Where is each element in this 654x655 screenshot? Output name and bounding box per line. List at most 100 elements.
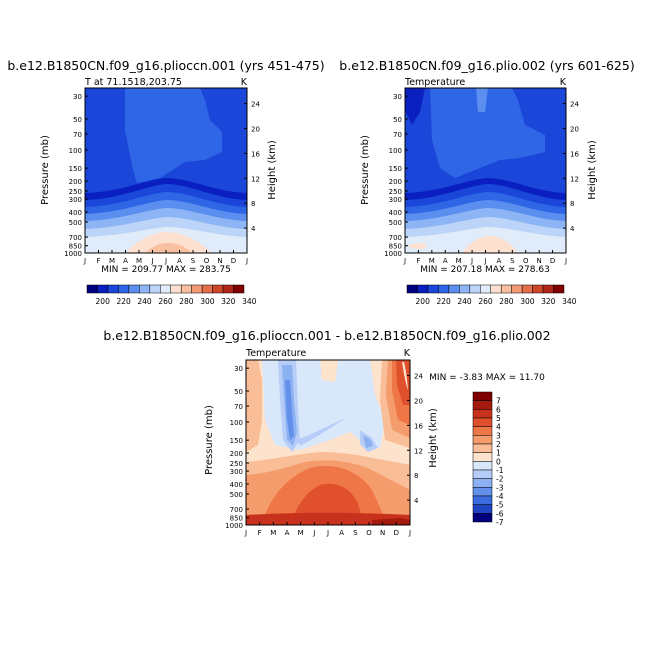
pressure-tick-label: 30: [393, 93, 402, 101]
colorbar-label: -2: [496, 475, 504, 484]
pressure-tick-label: 700: [389, 234, 402, 242]
panel1-ylabel-right: Height (km): [267, 140, 278, 200]
pressure-tick-label: 100: [389, 147, 402, 155]
colorbar-label: 7: [496, 397, 501, 406]
colorbar-label: 5: [496, 414, 501, 423]
month-tick-label: J: [244, 529, 247, 537]
pressure-tick-label: 200: [69, 178, 82, 186]
colorbar-swatch: [118, 284, 130, 294]
month-tick-label: A: [177, 257, 182, 265]
colorbar-label: 220: [436, 297, 451, 306]
colorbar-swatch: [553, 284, 565, 294]
pressure-tick-label: 250: [69, 188, 82, 196]
colorbar-label: 4: [496, 423, 501, 432]
panel3-field: [246, 360, 410, 525]
colorbar-label: 300: [200, 297, 215, 306]
height-tick-label: 8: [414, 472, 418, 480]
colorbar-swatch: [149, 284, 161, 294]
colorbar-swatch: [500, 284, 512, 294]
pressure-tick-label: 50: [393, 116, 402, 124]
panel2-units: K: [560, 77, 567, 88]
pressure-tick-label: 300: [230, 468, 243, 476]
colorbar-label: 1: [496, 449, 501, 458]
pressure-tick-label: 250: [389, 188, 402, 196]
pressure-tick-label: 400: [389, 209, 402, 217]
pressure-tick-label: 100: [69, 147, 82, 155]
pressure-tick-label: 500: [69, 219, 82, 227]
height-tick-label: 16: [251, 150, 260, 158]
colorbar-swatch: [438, 284, 450, 294]
panel2-ylabel: Pressure (mb): [360, 135, 371, 205]
colorbar-swatch: [139, 284, 151, 294]
panel3-stats: MIN = -3.83 MAX = 11.70: [429, 373, 545, 383]
pressure-tick-label: 700: [230, 506, 243, 514]
panel3-ylabel: Pressure (mb): [204, 405, 215, 475]
colorbar-swatch: [201, 284, 213, 294]
month-tick-label: A: [443, 257, 448, 265]
height-tick-label: 4: [414, 497, 419, 505]
colorbar-label: 220: [116, 297, 131, 306]
month-tick-label: N: [537, 257, 542, 265]
month-tick-label: M: [298, 529, 304, 537]
colorbar-swatch: [417, 284, 429, 294]
colorbar-swatch: [480, 284, 491, 294]
colorbar-swatch: [448, 284, 460, 294]
pressure-tick-label: 700: [69, 234, 82, 242]
colorbar-label: 340: [242, 297, 257, 306]
height-tick-label: 24: [251, 101, 260, 109]
month-tick-label: O: [204, 257, 210, 265]
pressure-tick-label: 400: [69, 209, 82, 217]
colorbar-label: 320: [221, 297, 236, 306]
month-tick-label: J: [403, 257, 406, 265]
colorbar-swatch: [472, 391, 493, 401]
colorbar-swatch: [459, 284, 471, 294]
panel1-field: [85, 88, 247, 253]
panel2-stats: MIN = 207.18 MAX = 278.63: [420, 265, 550, 275]
height-tick-label: 16: [414, 422, 423, 430]
panel1-title: b.e12.B1850CN.f09_g16.plioccn.001 (yrs 4…: [7, 58, 324, 73]
panel3-title: b.e12.B1850CN.f09_g16.plioccn.001 - b.e1…: [103, 328, 550, 343]
height-tick-label: 20: [251, 125, 260, 133]
pressure-tick-label: 50: [234, 388, 243, 396]
colorbar-swatch: [472, 400, 493, 410]
colorbar-swatch: [521, 284, 533, 294]
colorbar-swatch: [170, 284, 182, 294]
height-tick-label: 4: [570, 225, 575, 233]
panel2-subtitle: Temperature: [404, 77, 465, 88]
colorbar-swatch: [542, 284, 554, 294]
month-tick-label: D: [550, 257, 555, 265]
month-tick-label: J: [483, 257, 486, 265]
colorbar-swatch: [532, 284, 544, 294]
colorbar-swatch: [128, 284, 140, 294]
panel1-ylabel: Pressure (mb): [40, 135, 51, 205]
colorbar-swatch: [406, 284, 418, 294]
colorbar-swatch: [511, 284, 523, 294]
height-tick-label: 4: [251, 225, 256, 233]
colorbar-label: 260: [478, 297, 493, 306]
month-tick-label: N: [217, 257, 222, 265]
colorbar-swatch: [472, 417, 493, 427]
pressure-tick-label: 1000: [225, 522, 243, 530]
height-tick-label: 12: [414, 447, 423, 455]
height-tick-label: 8: [251, 200, 255, 208]
pressure-tick-label: 50: [73, 116, 82, 124]
month-tick-label: S: [510, 257, 515, 265]
pressure-tick-label: 1000: [64, 250, 82, 258]
month-tick-label: J: [564, 257, 567, 265]
panel3-subtitle: Temperature: [245, 348, 306, 359]
month-tick-label: A: [123, 257, 128, 265]
colorbar-label: 240: [457, 297, 472, 306]
colorbar-swatch: [427, 284, 439, 294]
month-tick-label: J: [245, 257, 248, 265]
colorbar-swatch: [191, 284, 203, 294]
height-tick-label: 8: [570, 200, 574, 208]
colorbar-label: 200: [96, 297, 111, 306]
panel-difference: b.e12.B1850CN.f09_g16.plioccn.001 - b.e1…: [103, 328, 550, 537]
height-tick-label: 16: [570, 150, 579, 158]
colorbar-label: -4: [496, 492, 504, 501]
pressure-tick-label: 30: [234, 365, 243, 373]
month-tick-label: M: [270, 529, 276, 537]
colorbar-swatch: [222, 284, 234, 294]
pressure-tick-label: 150: [230, 437, 243, 445]
